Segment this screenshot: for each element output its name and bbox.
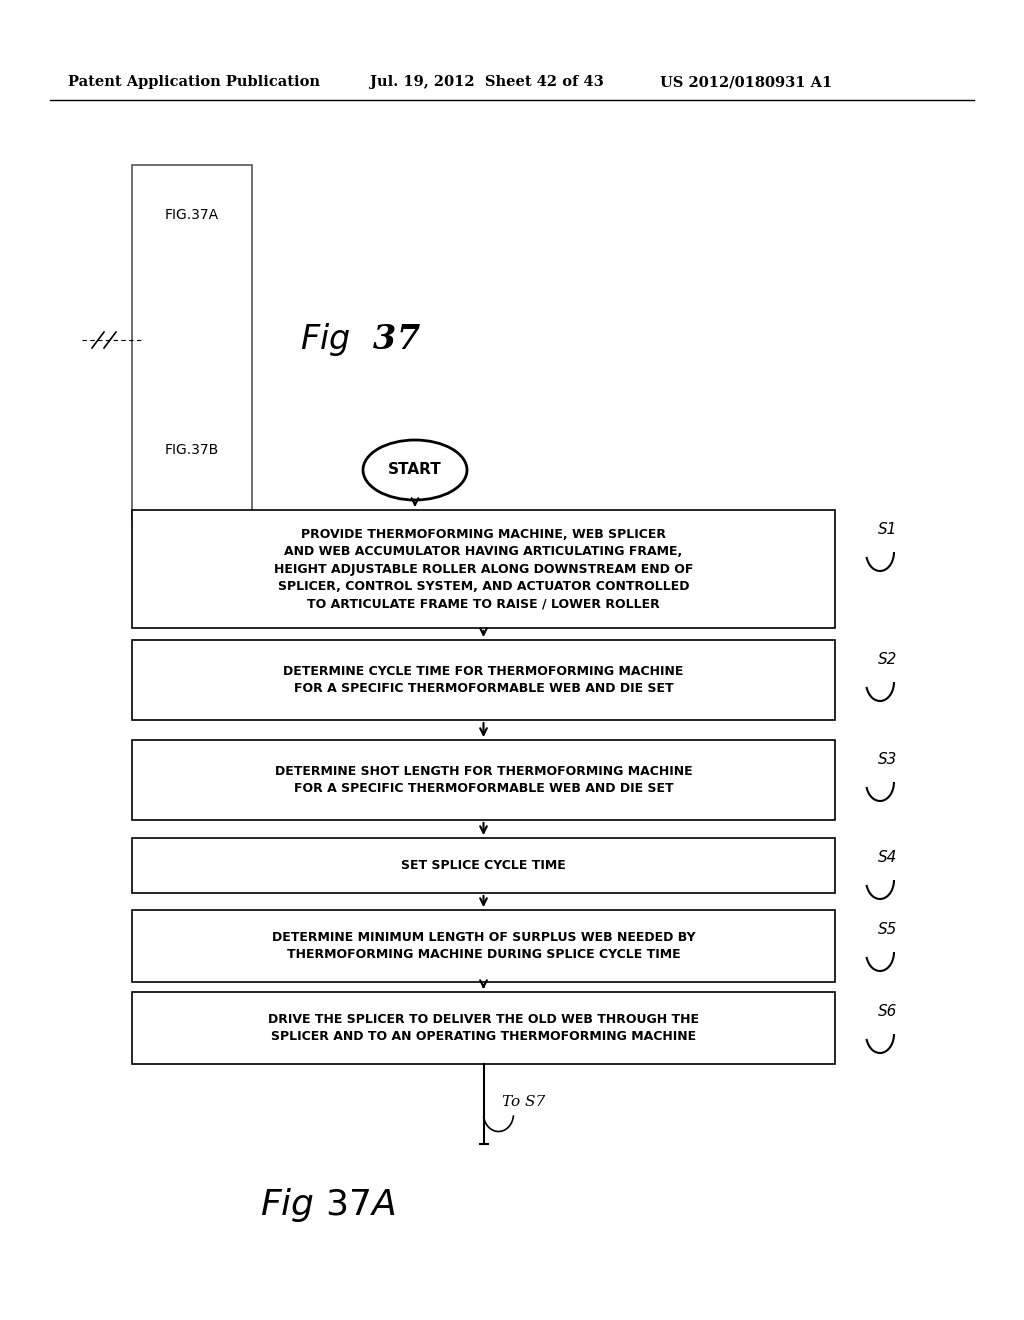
Text: $\mathit{Fig}$  37: $\mathit{Fig}$ 37 [300,322,421,359]
Text: S5: S5 [878,921,897,937]
Text: $\mathit{Fig\ 37A}$: $\mathit{Fig\ 37A}$ [260,1185,395,1224]
Text: PROVIDE THERMOFORMING MACHINE, WEB SPLICER
AND WEB ACCUMULATOR HAVING ARTICULATI: PROVIDE THERMOFORMING MACHINE, WEB SPLIC… [273,528,693,610]
Ellipse shape [362,440,467,500]
Bar [132,838,835,894]
Text: S1: S1 [878,521,897,537]
Text: S6: S6 [878,1005,897,1019]
Text: FIG.37B: FIG.37B [165,444,219,457]
Text: Jul. 19, 2012  Sheet 42 of 43: Jul. 19, 2012 Sheet 42 of 43 [370,75,604,88]
Text: US 2012/0180931 A1: US 2012/0180931 A1 [660,75,833,88]
Text: START: START [388,462,442,478]
Text: DRIVE THE SPLICER TO DELIVER THE OLD WEB THROUGH THE
SPLICER AND TO AN OPERATING: DRIVE THE SPLICER TO DELIVER THE OLD WEB… [268,1012,699,1043]
Bar [132,993,835,1064]
Bar [132,510,835,628]
Text: To S7: To S7 [502,1096,545,1109]
Bar [132,165,252,520]
Bar [132,741,835,820]
Text: DETERMINE MINIMUM LENGTH OF SURPLUS WEB NEEDED BY
THERMOFORMING MACHINE DURING S: DETERMINE MINIMUM LENGTH OF SURPLUS WEB … [271,931,695,961]
Text: SET SPLICE CYCLE TIME: SET SPLICE CYCLE TIME [401,859,566,873]
Text: S3: S3 [878,752,897,767]
Text: FIG.37A: FIG.37A [165,209,219,222]
Bar [132,909,835,982]
Text: DETERMINE SHOT LENGTH FOR THERMOFORMING MACHINE
FOR A SPECIFIC THERMOFORMABLE WE: DETERMINE SHOT LENGTH FOR THERMOFORMING … [274,764,692,795]
Text: S4: S4 [878,850,897,865]
Text: DETERMINE CYCLE TIME FOR THERMOFORMING MACHINE
FOR A SPECIFIC THERMOFORMABLE WEB: DETERMINE CYCLE TIME FOR THERMOFORMING M… [284,665,684,696]
Bar [132,640,835,719]
Text: S2: S2 [878,652,897,667]
Text: Patent Application Publication: Patent Application Publication [68,75,319,88]
